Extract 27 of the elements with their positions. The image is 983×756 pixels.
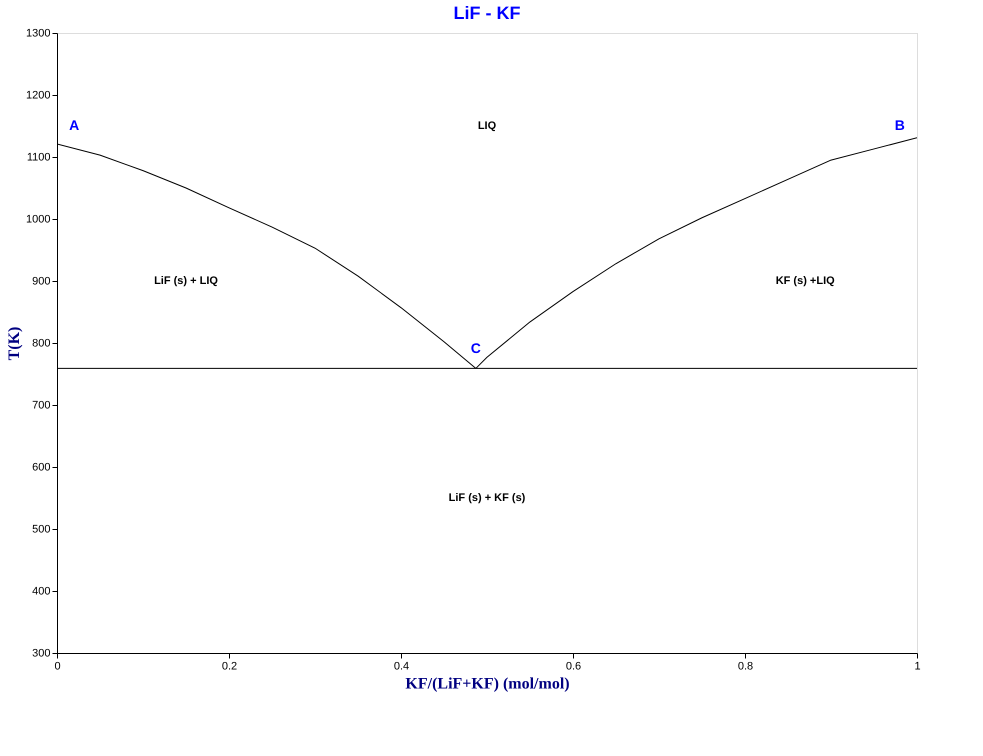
- annotation: C: [470, 340, 481, 356]
- x-tick-label: 0.2: [222, 660, 238, 672]
- x-tick-label: 0.4: [394, 660, 410, 672]
- y-tick-label: 300: [32, 648, 50, 660]
- x-tick-label: 0.8: [738, 660, 754, 672]
- y-tick-label: 900: [32, 276, 50, 288]
- x-tick-label: 0.6: [566, 660, 582, 672]
- annotation: LIQ: [478, 120, 497, 132]
- y-tick-label: 400: [32, 586, 50, 598]
- y-tick-label: 800: [32, 338, 50, 350]
- chart-title: LiF - KF: [454, 3, 520, 23]
- x-axis-title: KF/(LiF+KF) (mol/mol): [405, 676, 570, 692]
- y-axis-title: T(K): [6, 326, 24, 360]
- y-tick-label: 500: [32, 524, 50, 536]
- annotation: B: [894, 117, 905, 133]
- annotation: KF (s) +LIQ: [776, 275, 836, 287]
- y-tick-label: 1200: [26, 90, 50, 102]
- y-tick-label: 1300: [26, 28, 50, 40]
- y-tick-label: 700: [32, 400, 50, 412]
- x-tick-label: 1: [914, 660, 921, 672]
- annotation: LiF (s) + LIQ: [154, 275, 218, 287]
- x-tick-label: 0: [54, 660, 61, 672]
- y-tick-label: 600: [32, 462, 50, 474]
- y-tick-label: 1000: [26, 214, 50, 226]
- annotation: LiF (s) + KF (s): [448, 492, 526, 504]
- annotation: A: [69, 117, 80, 133]
- y-tick-label: 1100: [26, 152, 50, 164]
